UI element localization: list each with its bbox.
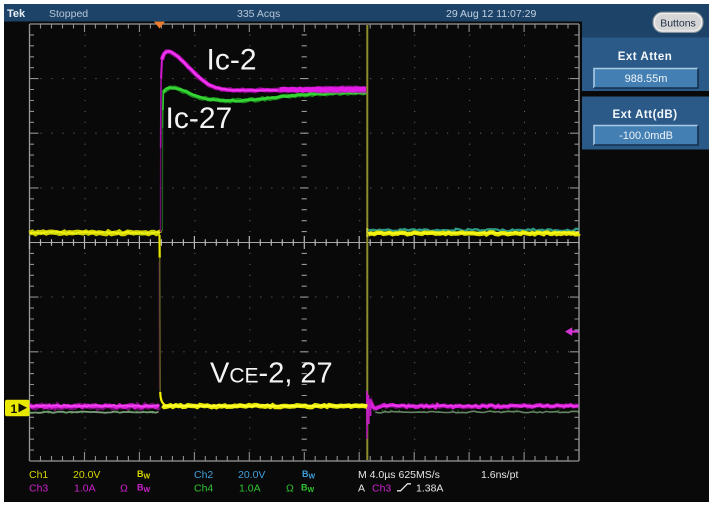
svg-text:-100.0mdB: -100.0mdB — [619, 130, 673, 142]
svg-text:1: 1 — [11, 402, 18, 416]
svg-text:BW: BW — [302, 469, 316, 481]
svg-text:VCE-2, 27: VCE-2, 27 — [210, 358, 333, 390]
svg-text:Ext Atten: Ext Atten — [618, 51, 673, 63]
svg-text:A: A — [358, 483, 365, 495]
svg-text:M 4.0µs 625MS/s1.6ns/pt: M 4.0µs 625MS/s 1.6ns/pt — [358, 469, 518, 481]
svg-text:Ext Att(dB): Ext Att(dB) — [612, 109, 677, 121]
svg-text:Buttons: Buttons — [660, 17, 696, 29]
svg-text:29 Aug 12 11:07:29: 29 Aug 12 11:07:29 — [446, 8, 536, 20]
svg-text:Stopped: Stopped — [49, 8, 88, 20]
svg-text:Tek: Tek — [7, 8, 26, 20]
svg-text:Ch3: Ch3 — [372, 483, 391, 495]
svg-text:BW: BW — [137, 469, 151, 481]
svg-text:988.55m: 988.55m — [625, 73, 668, 85]
svg-text:Ic-27: Ic-27 — [166, 102, 233, 135]
svg-text:Ic-2: Ic-2 — [207, 44, 257, 77]
svg-text:BW: BW — [301, 483, 315, 495]
svg-text:1.38A: 1.38A — [416, 483, 443, 495]
svg-text:335 Acqs: 335 Acqs — [237, 8, 280, 20]
svg-text:BW: BW — [137, 483, 151, 495]
